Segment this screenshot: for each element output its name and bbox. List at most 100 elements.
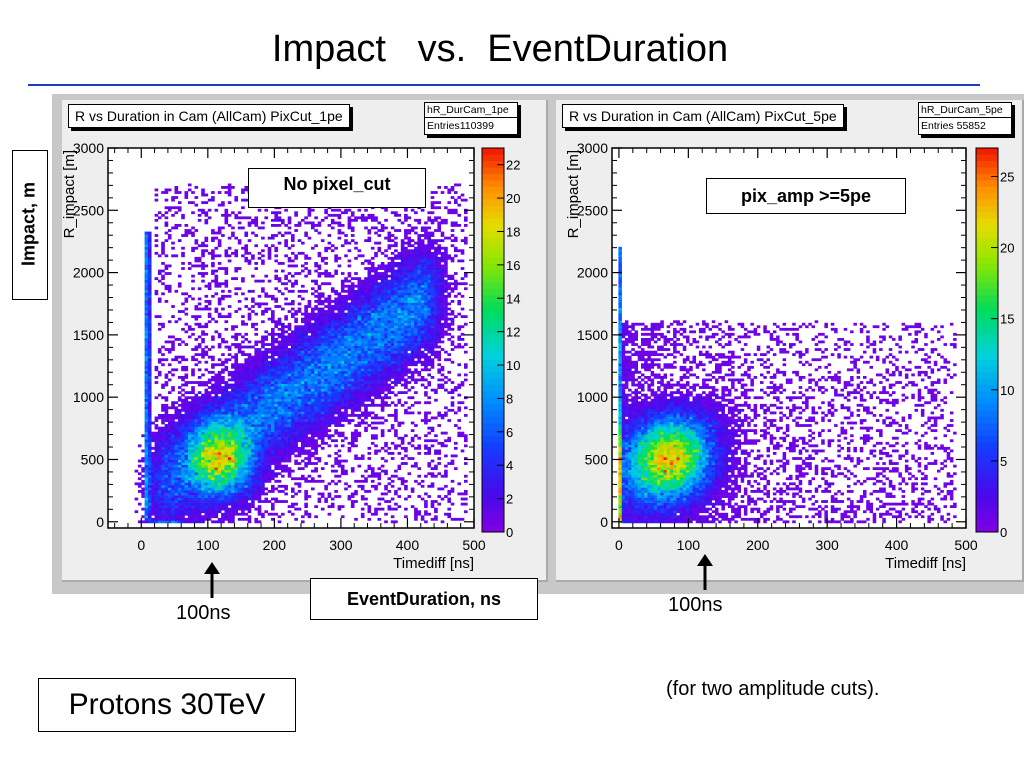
- heatmap-bin: [311, 434, 315, 438]
- heatmap-bin: [274, 431, 279, 435]
- heatmap-bin: [237, 403, 242, 407]
- heatmap-bin: [284, 330, 288, 334]
- heatmap-bin: [387, 360, 392, 364]
- heatmap-bin: [274, 353, 279, 357]
- heatmap-bin: [207, 370, 212, 374]
- heatmap-bin: [291, 393, 295, 397]
- heatmap-bin: [311, 355, 315, 359]
- heatmap-bin: [417, 401, 422, 405]
- heatmap-bin: [434, 500, 438, 503]
- heatmap-bin: [374, 381, 378, 384]
- heatmap-bin: [244, 421, 249, 425]
- heatmap-bin: [164, 348, 169, 351]
- heatmap-bin: [404, 507, 408, 511]
- heatmap-bin: [301, 520, 305, 524]
- heatmap-bin: [221, 464, 225, 468]
- heatmap-bin: [251, 441, 255, 445]
- heatmap-bin: [404, 332, 408, 336]
- heatmap-bin: [271, 406, 275, 410]
- heatmap-bin: [277, 348, 282, 351]
- heatmap-bin: [184, 446, 189, 450]
- heatmap-bin: [221, 429, 225, 433]
- heatmap-bin: [204, 429, 209, 433]
- heatmap-bin: [187, 517, 192, 521]
- heatmap-bin: [214, 495, 219, 498]
- heatmap-bin: [360, 419, 365, 422]
- heatmap-bin: [201, 353, 205, 357]
- heatmap-bin: [224, 452, 229, 455]
- heatmap-bin: [374, 434, 378, 438]
- heatmap-bin: [217, 487, 222, 491]
- heatmap-bin: [204, 391, 209, 395]
- heatmap-bin: [404, 368, 408, 372]
- heatmap-bin: [181, 340, 185, 344]
- heatmap-bin: [427, 495, 432, 498]
- heatmap-bin: [241, 484, 245, 488]
- heatmap-bin: [271, 490, 275, 493]
- heatmap-bin: [334, 320, 338, 324]
- heatmap-bin: [261, 370, 265, 374]
- heatmap-bin: [384, 365, 388, 369]
- heatmap-bin: [274, 467, 279, 471]
- heatmap-bin: [281, 441, 285, 445]
- heatmap-bin: [377, 474, 382, 478]
- heatmap-bin: [277, 520, 282, 524]
- heatmap-bin: [241, 444, 245, 448]
- heatmap-bin: [271, 424, 275, 427]
- heatmap-bin: [251, 477, 255, 481]
- heatmap-bin: [350, 340, 355, 344]
- heatmap-bin: [320, 345, 325, 349]
- heatmap-bin: [380, 497, 385, 501]
- heatmap-bin: [370, 381, 375, 384]
- heatmap-bin: [417, 467, 422, 471]
- heatmap-bin: [274, 411, 279, 415]
- heatmap-bin: [364, 365, 368, 369]
- heatmap-bin: [460, 431, 465, 435]
- heatmap-bin: [271, 449, 275, 453]
- heatmap-bin: [324, 348, 328, 351]
- heatmap-bin: [327, 360, 332, 364]
- heatmap-bin: [414, 368, 418, 372]
- heatmap-bin: [231, 335, 235, 339]
- heatmap-bin: [237, 449, 242, 453]
- heatmap-bin: [201, 490, 205, 493]
- heatmap-bin: [444, 320, 448, 324]
- heatmap-bin: [424, 368, 428, 372]
- heatmap-bin: [424, 327, 428, 331]
- heatmap-bin: [174, 492, 179, 496]
- heatmap-bin: [387, 383, 392, 387]
- heatmap-bin: [460, 381, 465, 384]
- heatmap-bin: [377, 343, 382, 346]
- heatmap-bin: [261, 474, 265, 478]
- heatmap-bin: [334, 457, 338, 460]
- heatmap-bin: [154, 510, 159, 514]
- heatmap-bin: [417, 353, 422, 357]
- heatmap-bin: [337, 365, 342, 369]
- heatmap-bin: [267, 474, 272, 478]
- heatmap-bin: [320, 327, 325, 331]
- heatmap-bin: [384, 327, 388, 331]
- heatmap-bin: [320, 414, 325, 417]
- heatmap-bin: [294, 408, 298, 412]
- heatmap-bin: [251, 444, 255, 448]
- heatmap-bin: [257, 439, 262, 443]
- heatmap-bin: [457, 345, 462, 349]
- heatmap-bin: [287, 325, 292, 329]
- heatmap-bin: [164, 449, 169, 453]
- heatmap-bin: [330, 401, 335, 405]
- heatmap-bin: [221, 457, 225, 460]
- heatmap-bin: [251, 381, 255, 384]
- heatmap-bin: [457, 373, 462, 377]
- heatmap-bin: [294, 350, 298, 354]
- heatmap-bin: [307, 358, 312, 362]
- heatmap-bin: [274, 434, 279, 438]
- heatmap-bin: [380, 322, 385, 326]
- heatmap-bin: [154, 436, 159, 440]
- heatmap-bin: [244, 408, 249, 412]
- heatmap-bin: [340, 416, 345, 420]
- heatmap-bin: [407, 376, 412, 379]
- heatmap-bin: [177, 467, 182, 471]
- heatmap-bin: [444, 388, 448, 392]
- heatmap-bin: [287, 340, 292, 344]
- heatmap-bin: [357, 406, 362, 410]
